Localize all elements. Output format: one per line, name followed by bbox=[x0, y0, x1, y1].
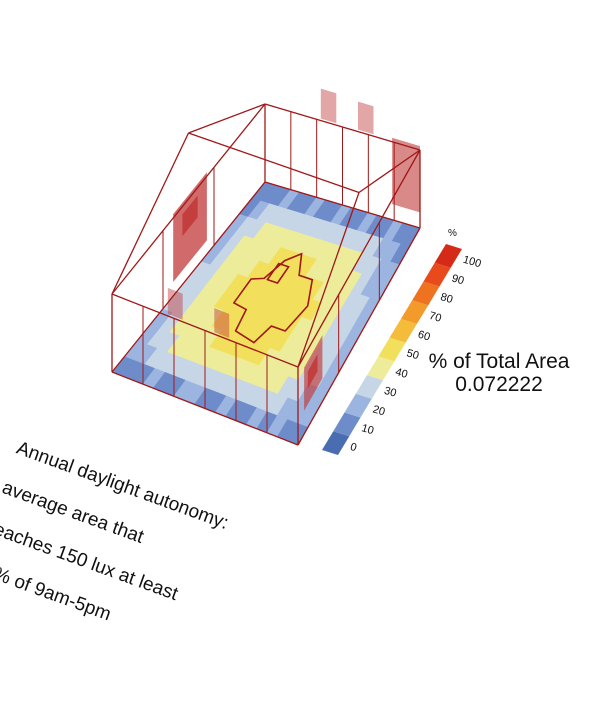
frame-edge bbox=[188, 103, 266, 134]
legend-tick-label: 90 bbox=[450, 272, 465, 287]
result-label: % of Total Area bbox=[428, 350, 570, 373]
frame-edge bbox=[297, 192, 360, 368]
window-panel bbox=[182, 195, 198, 237]
legend-swatch bbox=[322, 431, 350, 455]
frame-edge bbox=[111, 132, 190, 295]
legend-tick-label: 0 bbox=[349, 441, 358, 454]
threshold-contour bbox=[232, 252, 314, 344]
legend-swatch bbox=[423, 262, 451, 287]
frame-edge bbox=[111, 103, 266, 295]
legend-swatch bbox=[378, 337, 406, 362]
contour-line bbox=[232, 252, 314, 344]
legend-swatch bbox=[333, 412, 361, 437]
window-panels bbox=[167, 88, 420, 411]
window-panel bbox=[167, 287, 183, 320]
legend-swatch bbox=[400, 300, 429, 324]
frame-edge bbox=[297, 227, 421, 446]
window-panel bbox=[173, 172, 207, 282]
legend-tick-label: 50 bbox=[405, 347, 420, 362]
frame-edge bbox=[358, 149, 421, 194]
result-block: % of Total Area 0.072222 bbox=[404, 350, 594, 396]
legend-unit-label: % bbox=[448, 228, 457, 239]
legend-tick-label: 100 bbox=[462, 254, 483, 271]
legend-tick-label: 20 bbox=[371, 404, 386, 419]
window-panel bbox=[214, 308, 230, 338]
legend-swatch bbox=[389, 318, 417, 343]
legend-tick-label: 30 bbox=[383, 385, 398, 400]
window-panel bbox=[307, 354, 318, 389]
legend-swatch bbox=[434, 244, 462, 268]
window-panel bbox=[320, 88, 337, 124]
legend-tick-label: 40 bbox=[394, 366, 409, 381]
frame-edge bbox=[297, 149, 421, 368]
floor-grid bbox=[111, 181, 421, 446]
result-value: 0.072222 bbox=[455, 373, 543, 396]
legend-tick-label: 60 bbox=[416, 329, 431, 344]
frame-edge bbox=[188, 132, 360, 194]
legend-swatch bbox=[355, 375, 384, 399]
legend-swatch bbox=[412, 281, 440, 306]
legend-tick-label: 70 bbox=[428, 310, 443, 325]
window-panel bbox=[358, 101, 374, 135]
building-wireframe bbox=[111, 103, 421, 446]
legend-swatch bbox=[367, 356, 395, 381]
legend-tick-label: 10 bbox=[360, 422, 375, 437]
legend-tick-label: 80 bbox=[439, 291, 454, 306]
legend-swatch bbox=[344, 393, 372, 418]
contour-line bbox=[266, 262, 290, 284]
frame-edge bbox=[111, 181, 266, 373]
